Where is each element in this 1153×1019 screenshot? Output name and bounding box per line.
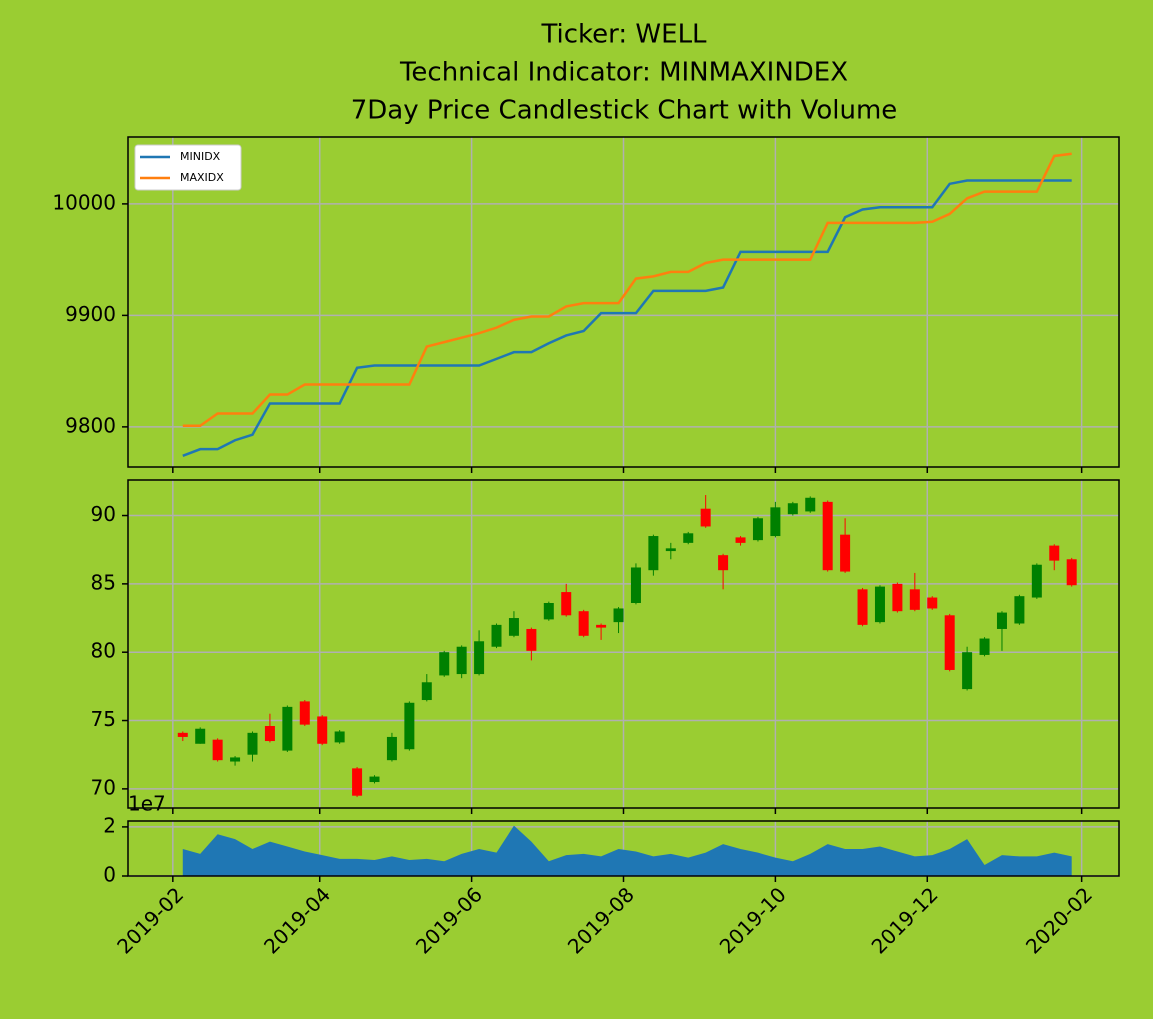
legend-label: MINIDX	[180, 150, 221, 163]
x-tick-label: 2019-10	[715, 882, 791, 958]
y-tick-label: 70	[91, 775, 116, 799]
line-series	[182, 179, 1072, 458]
chart-title: 7Day Price Candlestick Chart with Volume	[351, 96, 898, 126]
volume-area	[182, 825, 1072, 876]
offset-label: 1e7	[128, 792, 166, 816]
candle-body	[230, 757, 241, 762]
x-tick-label: 2019-04	[259, 882, 335, 958]
candle-body	[264, 726, 275, 742]
candle-body	[1014, 596, 1025, 624]
x-tick-label: 2020-02	[1021, 882, 1097, 958]
plot-frame	[127, 136, 1120, 468]
y-tick-label: 9900	[65, 302, 116, 326]
y-tick-label: 90	[91, 502, 116, 526]
candle-body	[177, 732, 188, 737]
candle-body	[630, 567, 641, 603]
y-tick-label: 0	[103, 863, 116, 887]
legend-label: MAXIDX	[180, 171, 224, 184]
y-tick-label: 9800	[65, 413, 116, 437]
candle-body	[979, 638, 990, 655]
x-tick-label: 2019-06	[411, 882, 487, 958]
candle-body	[578, 611, 589, 636]
candle-body	[456, 646, 467, 675]
candle-body	[752, 518, 763, 541]
candle-body	[386, 736, 397, 761]
candle-body	[317, 716, 328, 744]
candle-body	[1049, 545, 1060, 561]
candle-body	[334, 731, 345, 743]
candle-body	[944, 615, 955, 670]
candle-body	[369, 776, 380, 783]
candle-body	[195, 728, 206, 744]
candle-body	[613, 608, 624, 623]
candle-body	[665, 548, 676, 552]
plot-frame	[127, 479, 1120, 809]
x-tick-label: 2019-02	[112, 882, 188, 958]
candle-body	[596, 624, 607, 628]
candle-body	[892, 583, 903, 612]
candle-body	[404, 702, 415, 750]
y-tick-label: 2	[103, 813, 116, 837]
candle-body	[282, 706, 293, 751]
candle-body	[735, 537, 746, 543]
line-series	[182, 152, 1072, 427]
candle-body	[962, 652, 973, 690]
candle-body	[543, 603, 554, 620]
y-tick-label: 75	[91, 707, 116, 731]
candle-body	[840, 534, 851, 572]
candle-body	[927, 597, 938, 609]
candle-body	[857, 589, 868, 625]
candle-body	[700, 508, 711, 527]
candle-body	[247, 732, 258, 755]
x-tick-label: 2019-12	[867, 882, 943, 958]
candle-body	[526, 628, 537, 651]
candle-body	[1066, 559, 1077, 586]
candle-body	[805, 497, 816, 512]
candle-body	[648, 536, 659, 571]
chart-title: Technical Indicator: MINMAXINDEX	[399, 58, 848, 88]
candle-body	[770, 507, 781, 537]
candle-body	[822, 501, 833, 571]
candle-body	[474, 641, 485, 675]
candle-body	[491, 624, 502, 647]
y-tick-label: 80	[91, 639, 116, 663]
candle-body	[352, 768, 363, 796]
chart-title: Ticker: WELL	[540, 20, 707, 50]
candle-body	[212, 739, 223, 761]
candle-body	[561, 592, 572, 616]
candle-body	[718, 555, 729, 571]
candle-body	[1031, 564, 1042, 598]
candle-body	[996, 612, 1007, 629]
y-tick-label: 10000	[52, 190, 116, 214]
candle-body	[439, 652, 450, 676]
candle-body	[421, 682, 432, 701]
candle-body	[787, 503, 798, 515]
candle-body	[683, 533, 694, 543]
candle-body	[299, 701, 310, 725]
x-tick-label: 2019-08	[563, 882, 639, 958]
y-tick-label: 85	[91, 570, 116, 594]
candle-body	[874, 586, 885, 623]
candle-body	[909, 589, 920, 610]
plot-frame	[127, 820, 1120, 877]
candle-body	[508, 618, 519, 636]
